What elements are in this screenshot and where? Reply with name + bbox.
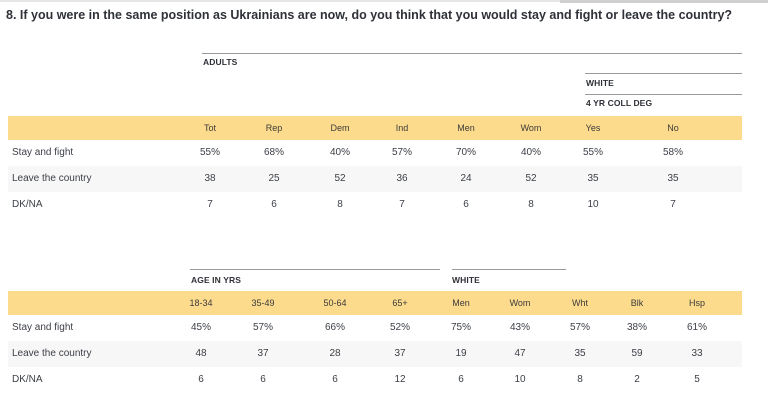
column-header: 35-49	[251, 298, 275, 308]
row-label: Stay and fight	[12, 322, 74, 333]
column-header: Rep	[265, 123, 283, 133]
table-cell: 40%	[329, 147, 351, 158]
column-header: Men	[457, 123, 475, 133]
table-cell: 40%	[520, 147, 542, 158]
coll-deg-rule	[585, 94, 742, 95]
table-cell: 52%	[389, 322, 411, 333]
table-cell: 6	[458, 374, 464, 385]
age-rule	[190, 269, 440, 270]
table-cell: 43%	[509, 322, 531, 333]
header-band-2	[8, 291, 742, 315]
table-cell: 48	[195, 348, 207, 359]
row-label: DK/NA	[12, 199, 43, 210]
table-cell: 7	[207, 199, 213, 210]
table-cell: 24	[460, 173, 472, 184]
table-cell: 75%	[450, 322, 472, 333]
row-label: Leave the country	[12, 348, 92, 359]
table-cell: 55%	[582, 147, 604, 158]
table-cell: 5	[694, 374, 700, 385]
table-cell: 8	[528, 199, 534, 210]
table-cell: 35	[574, 348, 586, 359]
table-cell: 6	[260, 374, 266, 385]
white2-rule	[452, 269, 566, 270]
top-border	[0, 0, 768, 2]
adults-rule	[202, 53, 742, 54]
group-label-coll-deg: 4 YR COLL DEG	[586, 98, 653, 108]
table-cell: 68%	[263, 147, 285, 158]
table-cell: 2	[634, 374, 640, 385]
column-header: Wht	[571, 298, 589, 308]
top-scroll-indicator	[560, 0, 768, 3]
table-cell: 59	[631, 348, 643, 359]
table-cell: 6	[332, 374, 338, 385]
column-header: Dem	[330, 123, 350, 133]
table-cell: 36	[396, 173, 408, 184]
table-cell: 52	[525, 173, 537, 184]
table-cell: 57%	[569, 322, 591, 333]
column-header: 65+	[392, 298, 408, 308]
table-cell: 52	[334, 173, 346, 184]
row-label: Leave the country	[12, 173, 92, 184]
column-header: 50-64	[323, 298, 347, 308]
table-cell: 35	[667, 173, 679, 184]
column-header: Ind	[395, 123, 409, 133]
table-cell: 8	[577, 374, 583, 385]
table-cell: 7	[670, 199, 676, 210]
table-cell: 57%	[252, 322, 274, 333]
group-label-white: WHITE	[586, 78, 614, 88]
table-cell: 7	[399, 199, 405, 210]
row-label: Stay and fight	[12, 147, 74, 158]
column-header: 18-34	[189, 298, 213, 308]
table-cell: 19	[455, 348, 467, 359]
table-cell: 38	[204, 173, 216, 184]
table-cell: 10	[587, 199, 599, 210]
table-cell: 28	[329, 348, 341, 359]
table-cell: 70%	[455, 147, 477, 158]
table-cell: 12	[394, 374, 406, 385]
white-rule	[585, 73, 742, 74]
group-label-white-2: WHITE	[452, 275, 480, 285]
table-cell: 33	[691, 348, 703, 359]
row-stripe-2	[8, 341, 742, 367]
table-cell: 58%	[662, 147, 684, 158]
table-cell: 55%	[199, 147, 221, 158]
column-header: Men	[452, 298, 470, 308]
column-header: Blk	[630, 298, 644, 308]
table-cell: 47	[514, 348, 526, 359]
group-label-age: AGE IN YRS	[191, 275, 241, 285]
table-cell: 6	[271, 199, 277, 210]
table-cell: 10	[514, 374, 526, 385]
table-cell: 6	[463, 199, 469, 210]
table-cell: 37	[394, 348, 406, 359]
column-header: Yes	[585, 123, 601, 133]
table-cell: 38%	[626, 322, 648, 333]
column-header: Wom	[509, 298, 531, 308]
column-header: Tot	[203, 123, 217, 133]
table-cell: 8	[337, 199, 343, 210]
table-cell: 6	[198, 374, 204, 385]
row-label: DK/NA	[12, 374, 43, 385]
header-band	[8, 116, 742, 140]
column-header: Hsp	[688, 298, 706, 308]
table-cell: 45%	[190, 322, 212, 333]
table-cell: 66%	[324, 322, 346, 333]
question-title: 8. If you were in the same position as U…	[6, 8, 733, 22]
column-header: No	[667, 123, 679, 133]
table-cell: 61%	[686, 322, 708, 333]
column-header: Wom	[520, 123, 542, 133]
row-stripe	[8, 166, 742, 192]
table-cell: 37	[257, 348, 269, 359]
table-cell: 57%	[391, 147, 413, 158]
group-label-adults: ADULTS	[203, 57, 238, 67]
table-cell: 35	[587, 173, 599, 184]
table-cell: 25	[268, 173, 280, 184]
